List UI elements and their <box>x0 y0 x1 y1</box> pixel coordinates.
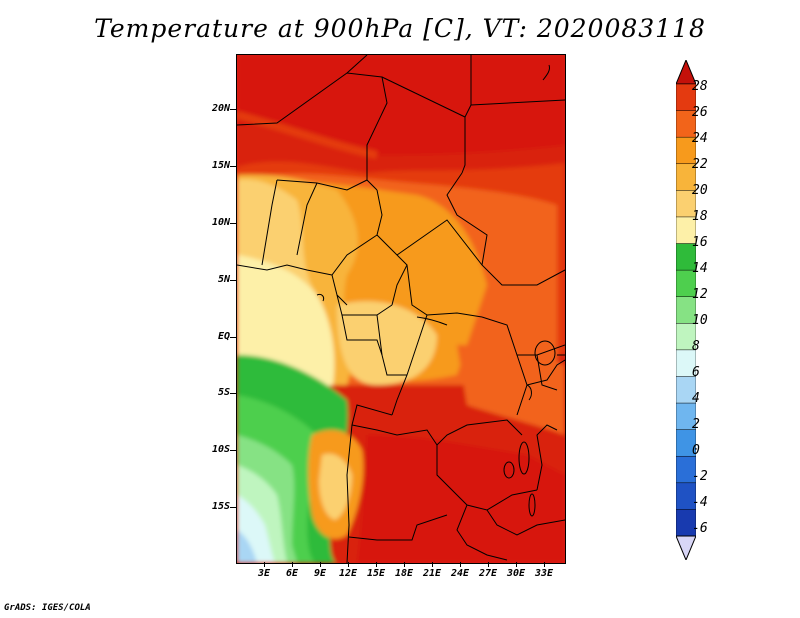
footer-credit: GrADS: IGES/COLA <box>4 603 91 613</box>
x-label-6e: 6E <box>285 568 299 579</box>
y-label-5s: 5S <box>217 387 230 398</box>
y-tick-10s <box>230 450 236 451</box>
y-label-15n: 15N <box>211 160 230 171</box>
temperature-field <box>237 55 565 563</box>
x-label-3e: 3E <box>257 568 271 579</box>
x-label-30e: 30E <box>506 568 526 579</box>
colorbar-label-minus4: -4 <box>692 495 708 510</box>
x-label-24e: 24E <box>450 568 470 579</box>
x-label-27e: 27E <box>478 568 498 579</box>
colorbar-label-0: 0 <box>692 443 700 458</box>
y-tick-5s <box>230 393 236 394</box>
colorbar-swatches <box>675 58 697 562</box>
y-tick-15n <box>230 166 236 167</box>
y-label-15s: 15S <box>211 501 230 512</box>
colorbar-label-28: 28 <box>692 79 708 94</box>
y-label-eq: EQ <box>217 331 230 342</box>
colorbar <box>675 58 697 562</box>
colorbar-label-12: 12 <box>692 287 708 302</box>
x-tick-27e <box>488 562 489 567</box>
colorbar-label-20: 20 <box>692 183 708 198</box>
colorbar-label-8: 8 <box>692 339 700 354</box>
y-tick-eq <box>230 337 236 338</box>
x-tick-12e <box>348 562 349 567</box>
x-label-15e: 15E <box>366 568 386 579</box>
x-tick-6e <box>292 562 293 567</box>
x-tick-30e <box>516 562 517 567</box>
y-label-10s: 10S <box>211 444 230 455</box>
y-tick-15s <box>230 507 236 508</box>
colorbar-bottom-arrow <box>675 535 697 562</box>
x-label-33e: 33E <box>534 568 554 579</box>
colorbar-label-26: 26 <box>692 105 708 120</box>
colorbar-label-minus6: -6 <box>692 521 708 536</box>
x-tick-21e <box>432 562 433 567</box>
colorbar-label-minus2: -2 <box>692 469 708 484</box>
colorbar-label-24: 24 <box>692 131 708 146</box>
temperature-map <box>236 54 566 564</box>
colorbar-label-2: 2 <box>692 417 700 432</box>
x-tick-18e <box>404 562 405 567</box>
x-label-18e: 18E <box>394 568 414 579</box>
y-tick-10n <box>230 223 236 224</box>
x-label-12e: 12E <box>338 568 358 579</box>
map-title: Temperature at 900hPa [C], VT: 202008311… <box>94 14 706 43</box>
y-label-5n: 5N <box>217 274 230 285</box>
x-tick-15e <box>376 562 377 567</box>
colorbar-label-4: 4 <box>692 391 700 406</box>
y-label-10n: 10N <box>211 217 230 228</box>
colorbar-label-18: 18 <box>692 209 708 224</box>
colorbar-label-10: 10 <box>692 313 708 328</box>
x-tick-3e <box>264 562 265 567</box>
colorbar-label-14: 14 <box>692 261 708 276</box>
y-label-20n: 20N <box>211 103 230 114</box>
x-tick-24e <box>460 562 461 567</box>
colorbar-label-16: 16 <box>692 235 708 250</box>
y-tick-20n <box>230 109 236 110</box>
y-tick-5n <box>230 280 236 281</box>
colorbar-label-6: 6 <box>692 365 700 380</box>
colorbar-label-22: 22 <box>692 157 708 172</box>
x-tick-9e <box>320 562 321 567</box>
x-label-21e: 21E <box>422 568 442 579</box>
x-label-9e: 9E <box>313 568 327 579</box>
x-tick-33e <box>544 562 545 567</box>
